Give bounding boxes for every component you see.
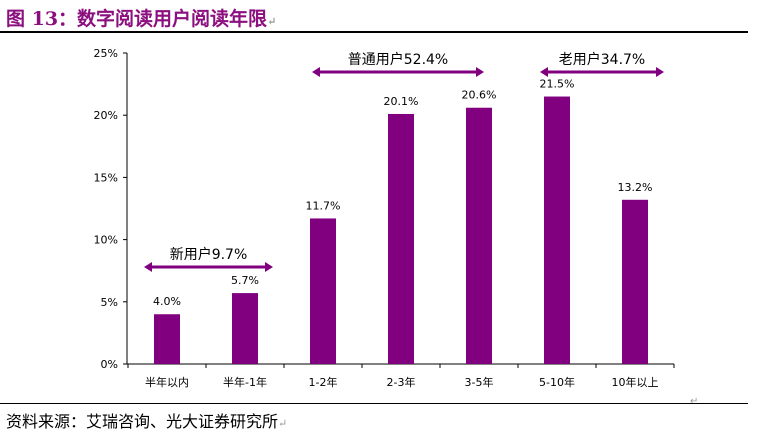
arrow-right-icon xyxy=(656,67,664,77)
x-tick-label: 半年以内 xyxy=(145,375,189,389)
bar xyxy=(310,218,336,364)
y-tick-label: 15% xyxy=(94,171,118,184)
x-tick-label: 5-10年 xyxy=(539,375,575,389)
x-tick-label: 3-5年 xyxy=(465,375,494,389)
bar-value-label: 4.0% xyxy=(153,295,181,308)
source-text: 资料来源：艾瑞咨询、光大证券研究所 xyxy=(6,412,279,431)
bar-value-label: 20.6% xyxy=(462,89,497,102)
annotation-label: 新用户9.7% xyxy=(170,246,248,263)
bottom-rule xyxy=(0,403,748,404)
bar-value-label: 5.7% xyxy=(231,274,259,287)
bar-value-label: 13.2% xyxy=(618,181,653,194)
figure-title-text: 图 13：数字阅读用户阅读年限 xyxy=(6,8,268,30)
x-tick-label: 半年-1年 xyxy=(223,375,267,389)
arrow-right-icon xyxy=(476,67,484,77)
arrow-left-icon xyxy=(144,262,152,272)
source-note: 资料来源：艾瑞咨询、光大证券研究所↵ xyxy=(6,408,287,432)
annotation-label: 普通用户52.4% xyxy=(348,51,448,68)
y-tick-label: 5% xyxy=(101,296,118,309)
bar xyxy=(622,199,648,364)
bar-value-label: 11.7% xyxy=(306,199,341,212)
arrow-left-icon xyxy=(312,67,320,77)
bar xyxy=(544,96,570,364)
y-tick-label: 25% xyxy=(94,47,118,60)
bar xyxy=(388,113,414,365)
bar xyxy=(232,293,258,364)
figure-title: 图 13：数字阅读用户阅读年限↵ xyxy=(6,4,276,31)
bar-value-label: 20.1% xyxy=(384,95,419,108)
annotation-label: 老用户34.7% xyxy=(559,51,645,68)
bar-value-label: 21.5% xyxy=(540,78,575,91)
x-tick-label: 10年以上 xyxy=(612,375,659,389)
y-tick-label: 20% xyxy=(94,109,118,122)
bar xyxy=(466,107,492,365)
bar xyxy=(154,314,180,364)
y-tick-label: 0% xyxy=(101,358,118,371)
x-tick-label: 2-3年 xyxy=(387,375,416,389)
return-mark-icon: ↵ xyxy=(278,417,288,430)
x-tick-label: 1-2年 xyxy=(309,375,338,389)
y-tick-label: 10% xyxy=(94,234,118,247)
top-rule xyxy=(0,31,748,33)
arrow-left-icon xyxy=(540,67,548,77)
arrow-right-icon xyxy=(265,262,273,272)
return-mark-icon: ↵ xyxy=(690,396,699,407)
return-mark-icon: ↵ xyxy=(267,15,277,28)
